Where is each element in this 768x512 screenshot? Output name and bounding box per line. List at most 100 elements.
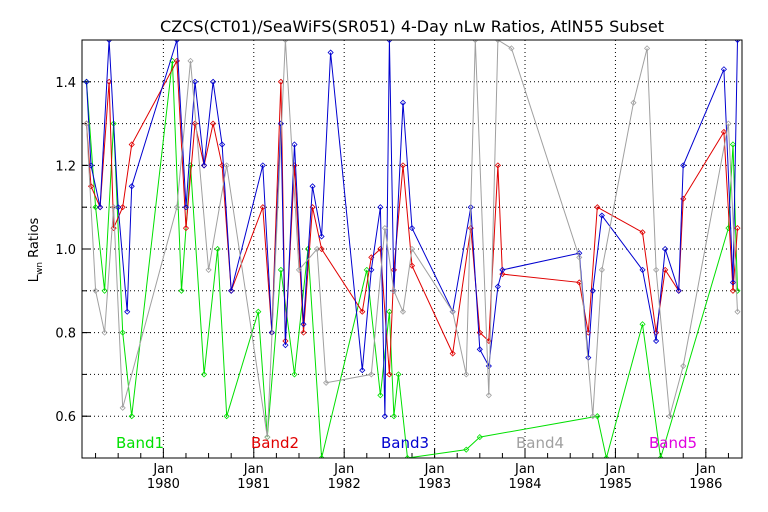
data-point <box>594 413 601 420</box>
data-point <box>318 245 325 253</box>
data-point <box>603 454 610 458</box>
data-point <box>381 225 388 232</box>
data-point <box>259 162 266 169</box>
data-point <box>182 225 190 232</box>
data-point <box>128 183 135 190</box>
data-point <box>377 204 384 211</box>
data-point <box>675 287 682 294</box>
data-point <box>639 321 646 328</box>
x-tick-label-year: 1984 <box>508 477 541 492</box>
x-tick-label-year: 1985 <box>599 477 632 492</box>
data-point <box>639 229 646 236</box>
data-point <box>359 367 366 374</box>
data-point <box>214 245 221 253</box>
data-point <box>386 308 393 315</box>
data-point <box>119 404 126 411</box>
x-tick-label-month: Jan <box>152 462 173 477</box>
data-point <box>200 162 208 169</box>
data-point <box>494 283 501 290</box>
data-point <box>630 99 637 106</box>
legend-band5: Band5 <box>649 434 697 452</box>
data-point <box>191 78 199 85</box>
x-tick-label-year: 1982 <box>328 477 361 492</box>
data-point <box>277 78 284 85</box>
x-axis: Jan1980Jan1981Jan1982Jan1983Jan1984Jan19… <box>95 448 729 492</box>
plot-frame <box>81 39 743 459</box>
data-point <box>178 287 185 294</box>
data-point <box>223 413 230 420</box>
data-point <box>323 379 330 386</box>
data-point <box>476 346 483 353</box>
data-point <box>381 413 388 420</box>
data-point <box>499 271 506 278</box>
x-tick-label-month: Jan <box>604 462 625 477</box>
data-point <box>476 434 483 441</box>
x-tick-label-month: Jan <box>333 462 354 477</box>
data-point <box>729 287 737 294</box>
y-tick-label: 1.4 <box>55 76 76 91</box>
series-group <box>83 40 741 458</box>
data-point <box>729 279 737 286</box>
data-point <box>386 40 393 44</box>
data-point <box>277 120 284 127</box>
x-tick-label-month: Jan <box>695 462 716 477</box>
data-point <box>205 266 212 273</box>
data-point <box>494 40 501 44</box>
data-point <box>598 266 605 273</box>
data-point <box>598 212 605 219</box>
data-point <box>589 413 596 420</box>
data-point <box>300 329 307 336</box>
data-point <box>210 120 217 127</box>
data-point <box>680 162 687 169</box>
legend: Band1 Band2 Band3 Band4 Band5 <box>116 434 697 452</box>
data-point <box>210 78 217 85</box>
data-point <box>395 371 402 378</box>
data-point <box>734 287 741 294</box>
data-point <box>187 57 194 64</box>
data-point <box>494 162 501 169</box>
data-point <box>390 287 397 294</box>
data-point <box>97 204 104 211</box>
legend-band2: Band2 <box>251 434 299 452</box>
data-point <box>200 371 208 378</box>
data-point <box>300 321 307 328</box>
series-line <box>86 40 738 417</box>
data-point <box>277 266 284 273</box>
data-point <box>106 78 113 85</box>
data-point <box>119 329 126 336</box>
data-point <box>115 204 122 211</box>
data-point <box>386 371 393 378</box>
legend-band1: Band1 <box>116 434 164 452</box>
series-band1 <box>83 57 741 458</box>
data-point <box>729 141 737 148</box>
data-point <box>377 392 384 399</box>
series-line <box>86 60 738 458</box>
data-point <box>291 141 298 148</box>
data-point <box>264 434 271 441</box>
data-point <box>408 225 416 232</box>
series-line <box>86 40 738 438</box>
data-point <box>720 128 727 136</box>
data-point <box>390 413 397 420</box>
y-tick-label: 1.0 <box>55 243 76 258</box>
data-point <box>110 204 117 211</box>
data-point <box>182 204 190 211</box>
series-line <box>86 59 738 375</box>
data-point <box>106 40 113 44</box>
data-point <box>576 254 583 261</box>
data-point <box>282 342 289 349</box>
data-point <box>309 183 316 190</box>
data-point <box>725 120 732 127</box>
data-point <box>472 40 479 44</box>
data-point <box>463 446 470 453</box>
data-point <box>101 329 108 336</box>
data-point <box>720 66 727 73</box>
series-band3 <box>83 40 741 420</box>
data-point <box>476 329 483 336</box>
x-tick-label-year: 1986 <box>689 477 722 492</box>
data-point <box>219 141 226 148</box>
data-point <box>87 162 95 169</box>
data-point <box>359 308 366 315</box>
y-axis-label: Lwn Ratios <box>27 217 45 282</box>
